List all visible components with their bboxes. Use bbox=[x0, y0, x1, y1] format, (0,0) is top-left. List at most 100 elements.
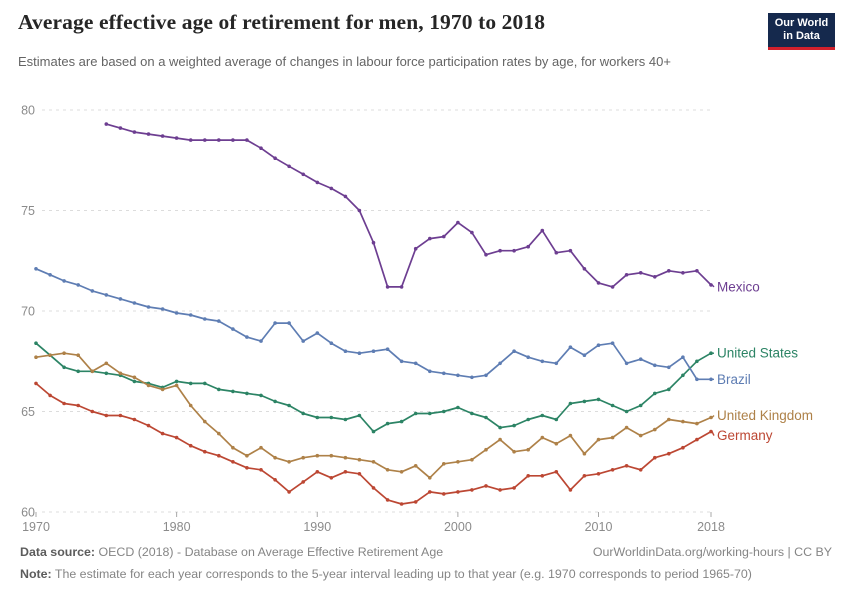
data-point[interactable] bbox=[245, 466, 249, 470]
data-point[interactable] bbox=[610, 403, 615, 408]
data-point[interactable] bbox=[582, 399, 587, 404]
data-point[interactable] bbox=[231, 460, 235, 464]
data-point[interactable] bbox=[160, 387, 165, 392]
data-point[interactable] bbox=[104, 371, 109, 376]
data-point[interactable] bbox=[568, 345, 573, 350]
data-point[interactable] bbox=[484, 415, 488, 420]
data-point[interactable] bbox=[203, 317, 207, 321]
data-point[interactable] bbox=[667, 451, 671, 456]
data-point[interactable] bbox=[132, 130, 137, 134]
data-point[interactable] bbox=[118, 413, 123, 418]
data-point[interactable] bbox=[76, 403, 80, 408]
series-mexico[interactable]: Mexico bbox=[104, 122, 760, 294]
data-point[interactable] bbox=[540, 413, 545, 418]
data-point[interactable] bbox=[104, 122, 109, 126]
data-point[interactable] bbox=[428, 490, 432, 494]
data-point[interactable] bbox=[34, 341, 38, 346]
data-point[interactable] bbox=[174, 435, 179, 440]
series-label-mexico[interactable]: Mexico bbox=[717, 279, 760, 294]
data-point[interactable] bbox=[385, 285, 390, 289]
data-point[interactable] bbox=[231, 389, 235, 394]
data-point[interactable] bbox=[217, 431, 221, 436]
data-point[interactable] bbox=[582, 451, 587, 456]
data-point[interactable] bbox=[329, 186, 334, 191]
data-point[interactable] bbox=[34, 355, 38, 360]
data-point[interactable] bbox=[34, 267, 38, 271]
data-point[interactable] bbox=[582, 267, 587, 271]
data-point[interactable] bbox=[681, 445, 685, 450]
data-point[interactable] bbox=[456, 220, 460, 225]
data-point[interactable] bbox=[174, 311, 179, 315]
data-point[interactable] bbox=[540, 359, 545, 364]
data-point[interactable] bbox=[273, 455, 277, 460]
data-point[interactable] bbox=[596, 437, 601, 442]
data-point[interactable] bbox=[343, 349, 348, 354]
data-point[interactable] bbox=[456, 405, 460, 410]
data-point[interactable] bbox=[413, 500, 418, 504]
data-point[interactable] bbox=[343, 470, 348, 474]
data-point[interactable] bbox=[428, 476, 432, 480]
data-point[interactable] bbox=[287, 460, 291, 464]
data-point[interactable] bbox=[442, 234, 446, 239]
data-point[interactable] bbox=[329, 341, 334, 346]
data-point[interactable] bbox=[174, 379, 179, 384]
data-point[interactable] bbox=[90, 409, 95, 414]
data-point[interactable] bbox=[203, 419, 207, 424]
data-point[interactable] bbox=[132, 379, 137, 384]
series-label-united-states[interactable]: United States bbox=[717, 346, 798, 361]
data-point[interactable] bbox=[554, 417, 559, 422]
data-point[interactable] bbox=[428, 236, 432, 241]
data-point[interactable] bbox=[174, 136, 179, 140]
data-point[interactable] bbox=[259, 339, 263, 343]
data-point[interactable] bbox=[512, 349, 516, 354]
data-point[interactable] bbox=[385, 498, 390, 502]
data-point[interactable] bbox=[146, 132, 151, 136]
data-point[interactable] bbox=[442, 409, 446, 414]
data-point[interactable] bbox=[596, 472, 601, 476]
data-point[interactable] bbox=[413, 411, 418, 416]
data-point[interactable] bbox=[638, 357, 643, 362]
data-point[interactable] bbox=[118, 297, 123, 301]
data-point[interactable] bbox=[76, 283, 80, 287]
data-point[interactable] bbox=[315, 415, 320, 420]
data-point[interactable] bbox=[160, 431, 165, 436]
data-point[interactable] bbox=[456, 490, 460, 494]
series-line-united-kingdom[interactable] bbox=[35, 352, 712, 479]
data-point[interactable] bbox=[357, 208, 362, 213]
data-point[interactable] bbox=[343, 194, 348, 199]
data-point[interactable] bbox=[695, 421, 699, 426]
data-point[interactable] bbox=[203, 138, 207, 142]
data-point[interactable] bbox=[526, 447, 530, 452]
data-point[interactable] bbox=[456, 460, 460, 464]
data-point[interactable] bbox=[610, 435, 615, 440]
attribution-link[interactable]: OurWorldinData.org/working-hours | CC BY bbox=[592, 545, 832, 559]
data-point[interactable] bbox=[385, 347, 390, 352]
data-point[interactable] bbox=[399, 359, 404, 364]
data-point[interactable] bbox=[217, 453, 221, 458]
series-label-brazil[interactable]: Brazil bbox=[717, 372, 751, 387]
data-point[interactable] bbox=[540, 228, 545, 233]
data-point[interactable] bbox=[287, 321, 291, 325]
data-point[interactable] bbox=[245, 391, 249, 396]
data-point[interactable] bbox=[273, 321, 277, 325]
data-point[interactable] bbox=[287, 164, 291, 169]
data-point[interactable] bbox=[34, 381, 38, 386]
data-point[interactable] bbox=[62, 365, 66, 370]
data-point[interactable] bbox=[188, 138, 193, 142]
data-point[interactable] bbox=[470, 457, 474, 462]
data-point[interactable] bbox=[442, 462, 446, 466]
data-point[interactable] bbox=[526, 474, 530, 478]
data-point[interactable] bbox=[653, 275, 657, 279]
data-point[interactable] bbox=[104, 361, 109, 366]
data-point[interactable] bbox=[203, 381, 207, 386]
data-point[interactable] bbox=[371, 240, 376, 245]
series-line-united-states[interactable] bbox=[35, 342, 712, 433]
data-point[interactable] bbox=[554, 250, 559, 255]
data-point[interactable] bbox=[413, 361, 418, 366]
data-point[interactable] bbox=[498, 488, 502, 492]
data-point[interactable] bbox=[638, 433, 643, 438]
data-point[interactable] bbox=[695, 269, 699, 273]
data-point[interactable] bbox=[273, 399, 277, 404]
data-point[interactable] bbox=[399, 285, 404, 289]
